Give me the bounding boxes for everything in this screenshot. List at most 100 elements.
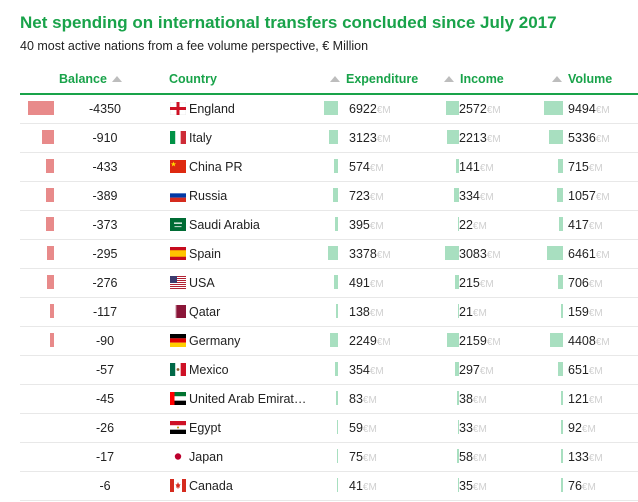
expenditure-cell: 491€M <box>349 269 384 297</box>
expenditure-cell: 723€M <box>349 182 384 210</box>
expenditure-value: 491 <box>349 276 370 290</box>
canada-flag-icon <box>170 479 186 492</box>
table-row[interactable]: -90 Germany 2249€M 2159€M 4408€M <box>20 327 638 356</box>
volume-value: 706 <box>568 276 589 290</box>
table-row[interactable]: -389 Russia 723€M 334€M 1057€M <box>20 182 638 211</box>
expenditure-value: 395 <box>349 218 370 232</box>
expenditure-bar <box>328 130 338 144</box>
country-name: United Arab Emirat… <box>189 392 307 406</box>
income-cell: 334€M <box>459 182 494 210</box>
balance-value: -4350 <box>89 102 121 116</box>
balance-value: -910 <box>92 131 118 145</box>
country-name: Italy <box>189 131 212 145</box>
expenditure-value: 2249 <box>349 334 377 348</box>
volume-bar <box>561 478 563 492</box>
unit-label: €M <box>588 163 603 174</box>
unit-label: €M <box>588 279 603 290</box>
income-value: 22 <box>459 218 473 232</box>
income-bar <box>445 246 459 260</box>
income-cell: 3083€M <box>459 240 501 268</box>
table-row[interactable]: -26 Egypt 59€M 33€M 92€M <box>20 414 638 443</box>
volume-bar <box>557 159 563 173</box>
balance-bar <box>47 246 54 260</box>
unit-label: €M <box>472 424 487 435</box>
china-flag-icon <box>170 160 186 173</box>
expenditure-bar <box>334 275 338 289</box>
russia-flag-icon <box>170 189 186 202</box>
column-header-income[interactable]: Income <box>444 72 504 86</box>
country-name: Mexico <box>189 363 229 377</box>
table-row[interactable]: -910 Italy 3123€M 2213€M 5336€M <box>20 124 638 153</box>
egypt-flag-icon <box>170 421 186 434</box>
income-value: 3083 <box>459 247 487 261</box>
unit-label: €M <box>376 134 391 145</box>
volume-bar <box>560 391 563 405</box>
country-name: Germany <box>189 334 241 348</box>
income-cell: 33€M <box>459 414 487 442</box>
table-row[interactable]: -373 Saudi Arabia 395€M 22€M 417€M <box>20 211 638 240</box>
balance-value: -117 <box>92 305 118 319</box>
table-row[interactable]: -433 China PR 574€M 141€M 715€M <box>20 153 638 182</box>
unit-label: €M <box>362 395 377 406</box>
column-header-volume-label: Volume <box>568 72 613 86</box>
volume-value: 159 <box>568 305 589 319</box>
income-bar <box>457 217 459 231</box>
unit-label: €M <box>486 105 501 116</box>
unit-label: €M <box>369 163 384 174</box>
expenditure-value: 41 <box>349 479 363 493</box>
volume-cell: 6461€M <box>568 240 610 268</box>
volume-cell: 651€M <box>568 356 603 384</box>
table-row[interactable]: -4350 England 6922€M 2572€M 9494€M <box>20 95 638 124</box>
qatar-flag-icon <box>170 305 186 318</box>
table-row[interactable]: -6 Canada 41€M 35€M 76€M <box>20 472 638 501</box>
column-header-expenditure-label: Expenditure <box>346 72 419 86</box>
volume-cell: 121€M <box>568 385 603 413</box>
income-cell: 215€M <box>459 269 494 297</box>
table-row[interactable]: -45 United Arab Emirat… 83€M 38€M 121€M <box>20 385 638 414</box>
country-name: Canada <box>189 479 233 493</box>
income-bar <box>454 362 459 376</box>
unit-label: €M <box>588 453 603 464</box>
column-header-country[interactable]: Country <box>169 72 217 86</box>
expenditure-cell: 6922€M <box>349 95 391 123</box>
expenditure-cell: 354€M <box>349 356 384 384</box>
volume-cell: 715€M <box>568 153 603 181</box>
volume-value: 133 <box>568 450 589 464</box>
unit-label: €M <box>581 424 596 435</box>
expenditure-cell: 59€M <box>349 414 377 442</box>
table-row[interactable]: -57 Mexico 354€M 297€M 651€M <box>20 356 638 385</box>
balance-value: -45 <box>95 392 115 406</box>
expenditure-value: 723 <box>349 189 370 203</box>
income-cell: 22€M <box>459 211 487 239</box>
income-bar <box>447 333 459 347</box>
country-name: Japan <box>189 450 224 464</box>
column-header-volume[interactable]: Volume <box>552 72 612 86</box>
income-cell: 141€M <box>459 153 494 181</box>
volume-bar <box>561 420 563 434</box>
expenditure-bar <box>336 449 338 463</box>
table-row[interactable]: -276 USA 491€M 215€M 706€M <box>20 269 638 298</box>
expenditure-bar <box>333 188 338 202</box>
volume-value: 121 <box>568 392 589 406</box>
volume-value: 92 <box>568 421 582 435</box>
balance-bar <box>50 333 54 347</box>
unit-label: €M <box>472 395 487 406</box>
volume-cell: 706€M <box>568 269 603 297</box>
expenditure-value: 3123 <box>349 131 377 145</box>
column-header-expenditure[interactable]: Expenditure <box>330 72 418 86</box>
volume-cell: 417€M <box>568 211 603 239</box>
saudi-flag-icon <box>170 218 186 231</box>
japan-flag-icon <box>170 450 186 463</box>
expenditure-cell: 138€M <box>349 298 384 326</box>
chart-subtitle: 40 most active nations from a fee volume… <box>20 39 369 53</box>
volume-cell: 76€M <box>568 472 596 500</box>
table-row[interactable]: -117 Qatar 138€M 21€M 159€M <box>20 298 638 327</box>
income-bar <box>447 130 459 144</box>
table-row[interactable]: -295 Spain 3378€M 3083€M 6461€M <box>20 240 638 269</box>
expenditure-cell: 3378€M <box>349 240 391 268</box>
expenditure-cell: 395€M <box>349 211 384 239</box>
column-header-balance[interactable]: Balance <box>59 72 122 86</box>
volume-cell: 5336€M <box>568 124 610 152</box>
table-row[interactable]: -17 Japan 75€M 58€M 133€M <box>20 443 638 472</box>
expenditure-cell: 2249€M <box>349 327 391 355</box>
